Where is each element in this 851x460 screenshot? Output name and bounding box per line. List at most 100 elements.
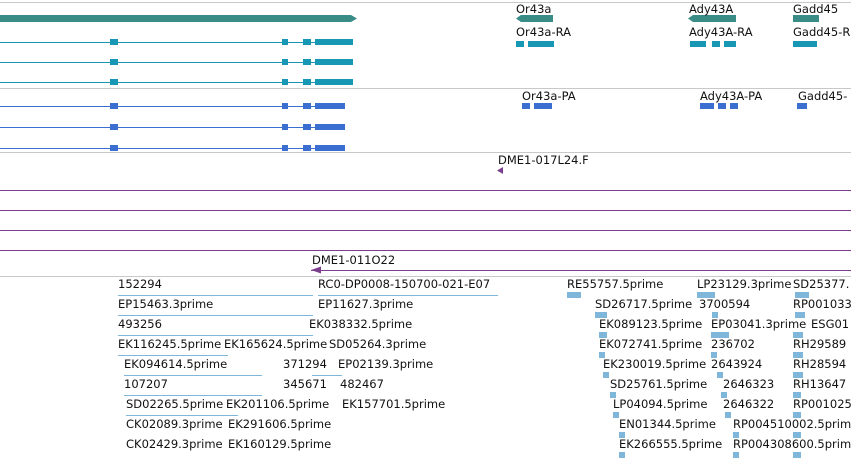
clone-arrowhead xyxy=(497,167,503,174)
gene-arrowhead xyxy=(516,15,553,22)
est-label[interactable]: LP23129.3prime xyxy=(697,277,792,291)
est-label[interactable]: EP02139.3prime xyxy=(338,357,434,371)
rna-label-or43a[interactable]: Or43a-RA xyxy=(516,25,572,39)
est-block xyxy=(733,452,739,458)
est-label[interactable]: 371294 xyxy=(283,357,327,371)
est-label[interactable]: EK201106.5prime xyxy=(226,397,330,411)
est-block xyxy=(599,332,607,338)
est-label[interactable]: EP15463.3prime xyxy=(118,297,214,311)
est-block xyxy=(603,372,609,378)
est-label[interactable]: EK116245.5prime xyxy=(118,337,222,351)
cds-intron-line xyxy=(0,106,345,107)
gene-arrowhead xyxy=(688,15,736,22)
protein-label-or43a[interactable]: Or43a-PA xyxy=(522,89,576,103)
est-label[interactable]: EP11627.3prime xyxy=(318,297,414,311)
est-label[interactable]: EK165624.5prime xyxy=(224,337,328,351)
gene-label-or43a[interactable]: Or43a xyxy=(516,2,552,16)
est-label[interactable]: SD05264.3prime xyxy=(329,337,427,351)
est-block xyxy=(599,352,605,358)
est-label[interactable]: SD02265.5prime xyxy=(126,397,224,411)
track-separator xyxy=(0,276,851,277)
est-label[interactable]: SD26717.5prime xyxy=(595,297,693,311)
rna-intron-line xyxy=(0,82,353,83)
track-separator xyxy=(0,152,851,153)
est-label[interactable]: 2646322 xyxy=(723,397,775,411)
gene-label-ady43a[interactable]: Ady43A xyxy=(689,2,734,16)
est-label[interactable]: EK160129.5prime xyxy=(228,437,332,451)
est-label[interactable]: 493256 xyxy=(118,317,162,331)
est-label[interactable]: EK291606.5prime xyxy=(228,417,332,431)
cds-exon xyxy=(700,103,714,109)
est-line xyxy=(318,295,498,296)
est-block xyxy=(711,352,717,358)
est-label[interactable]: RP004510002.5prim xyxy=(733,417,851,431)
est-label[interactable]: 107207 xyxy=(124,377,168,391)
gene-bar xyxy=(793,15,819,22)
est-label[interactable]: EK089123.5prime xyxy=(599,317,703,331)
est-line xyxy=(118,335,313,336)
cds-exon xyxy=(797,103,807,109)
est-label[interactable]: SD25761.5prime xyxy=(610,377,708,391)
est-label[interactable]: 236702 xyxy=(711,337,755,351)
est-label[interactable]: SD25377. xyxy=(793,277,850,291)
cds-intron-line xyxy=(0,127,345,128)
est-block xyxy=(613,412,619,418)
est-label[interactable]: CK02089.3prime xyxy=(126,417,223,431)
clone-line xyxy=(0,250,851,251)
est-label[interactable]: 345671 xyxy=(283,377,327,391)
est-block xyxy=(619,432,625,438)
est-block xyxy=(795,312,805,318)
est-label[interactable]: EK094614.5prime xyxy=(124,357,228,371)
est-block xyxy=(717,372,723,378)
gene-bar[interactable] xyxy=(0,15,351,22)
est-label[interactable]: 482467 xyxy=(340,377,384,391)
est-line xyxy=(312,375,342,376)
est-label[interactable]: EP03041.3prime xyxy=(711,317,807,331)
est-block xyxy=(793,392,801,398)
gene-label-gadd45[interactable]: Gadd45 xyxy=(793,2,839,16)
est-label[interactable]: RH13647 xyxy=(793,377,847,391)
est-block xyxy=(711,332,729,338)
cds-exon xyxy=(534,103,552,109)
est-label[interactable]: EK230019.5prime xyxy=(603,357,707,371)
est-label[interactable]: RP001033 xyxy=(793,297,851,311)
est-label[interactable]: RE55757.5prime xyxy=(567,277,664,291)
cds-exon xyxy=(730,103,738,109)
clone-line xyxy=(311,270,851,271)
est-label[interactable]: RP004308600.5prim xyxy=(733,437,851,451)
est-label[interactable]: 2646323 xyxy=(723,377,775,391)
est-label[interactable]: 152294 xyxy=(118,277,162,291)
clone-label[interactable]: DME1-011O22 xyxy=(312,253,396,267)
clone-line xyxy=(0,190,851,191)
est-label[interactable]: CK02429.3prime xyxy=(126,437,223,451)
est-block xyxy=(793,452,801,458)
rna-label-gadd45[interactable]: Gadd45-R xyxy=(793,25,851,39)
est-block xyxy=(733,432,739,438)
est-label[interactable]: EK038332.5prime xyxy=(309,317,413,331)
est-label[interactable]: RH29589 xyxy=(793,337,847,351)
est-label[interactable]: 3700594 xyxy=(699,297,751,311)
est-label[interactable]: EK072741.5prime xyxy=(599,337,703,351)
est-label[interactable]: 2643924 xyxy=(711,357,763,371)
est-block xyxy=(793,332,803,338)
est-label[interactable]: LP04094.5prime xyxy=(613,397,708,411)
est-label[interactable]: EK157701.5prime xyxy=(342,397,446,411)
rna-label-ady43a[interactable]: Ady43A-RA xyxy=(689,25,753,39)
est-label[interactable]: RP001025 xyxy=(793,397,851,411)
est-label[interactable]: EK266555.5prime xyxy=(619,437,723,451)
est-label[interactable]: RH28594 xyxy=(793,357,847,371)
est-block xyxy=(567,292,581,298)
clone-label[interactable]: DME1-017L24.F xyxy=(498,153,589,167)
est-label[interactable]: RC0-DP0008-150700-021-E07 xyxy=(318,277,491,291)
protein-label-gadd45[interactable]: Gadd45- xyxy=(798,89,848,103)
est-label[interactable]: EN01344.5prime xyxy=(619,417,716,431)
est-line xyxy=(118,355,228,356)
est-block xyxy=(619,452,625,458)
gene-arrowhead xyxy=(351,15,357,22)
clone-line xyxy=(0,210,851,211)
protein-label-ady43a[interactable]: Ady43A-PA xyxy=(700,89,763,103)
est-block xyxy=(793,412,801,418)
est-label[interactable]: ESG01 xyxy=(811,317,850,331)
rna-exon xyxy=(724,41,736,47)
